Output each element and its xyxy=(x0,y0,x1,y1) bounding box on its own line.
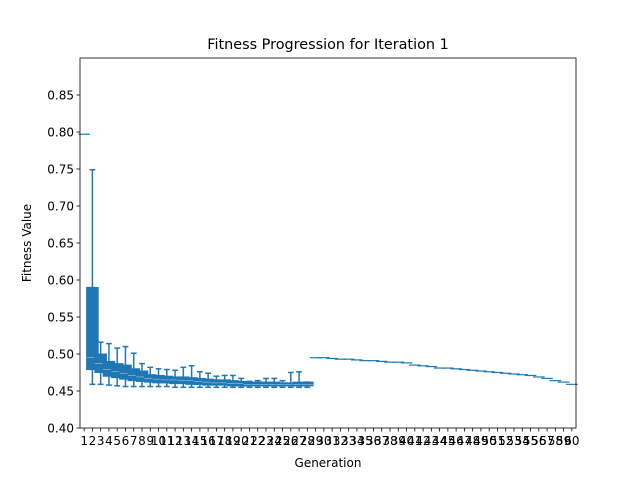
x-tick-label: 41 xyxy=(407,434,422,448)
x-tick-label: 43 xyxy=(424,434,439,448)
y-tick-label: 0.65 xyxy=(47,237,74,251)
x-tick-label: 28 xyxy=(300,434,315,448)
x-tick-label: 38 xyxy=(382,434,397,448)
x-tick-label: 57 xyxy=(539,434,554,448)
x-tick-label: 60 xyxy=(564,434,579,448)
x-tick-label: 59 xyxy=(556,434,571,448)
x-tick-label: 1 xyxy=(80,434,88,448)
x-tick-label: 47 xyxy=(457,434,472,448)
chart-title: Fitness Progression for Iteration 1 xyxy=(207,37,448,53)
x-tick-label: 14 xyxy=(184,434,199,448)
x-tick-label: 44 xyxy=(432,434,447,448)
x-tick-label: 30 xyxy=(316,434,331,448)
x-tick-label: 23 xyxy=(258,434,273,448)
x-tick-label: 4 xyxy=(105,434,113,448)
x-tick-label: 21 xyxy=(242,434,257,448)
x-tick-label: 31 xyxy=(324,434,339,448)
y-tick-label: 0.60 xyxy=(47,274,74,288)
box-series xyxy=(78,133,578,389)
x-tick-label: 16 xyxy=(200,434,215,448)
x-tick-label: 48 xyxy=(465,434,480,448)
x-tick-label: 34 xyxy=(349,434,364,448)
x-tick-label: 50 xyxy=(482,434,497,448)
plot-area xyxy=(80,58,576,428)
x-tick-label: 56 xyxy=(531,434,546,448)
x-tick-label: 5 xyxy=(113,434,121,448)
iqr-box xyxy=(301,381,314,387)
box-generation-5 xyxy=(110,347,124,387)
x-tick-label: 55 xyxy=(523,434,538,448)
x-tick-label: 19 xyxy=(225,434,240,448)
x-tick-label: 2 xyxy=(89,434,97,448)
x-tick-label: 58 xyxy=(548,434,563,448)
x-tick-label: 20 xyxy=(234,434,249,448)
plot-frame xyxy=(79,57,577,429)
y-tick-label: 0.80 xyxy=(47,126,74,140)
box-generation-11 xyxy=(160,368,174,388)
x-tick-label: 35 xyxy=(358,434,373,448)
box-generation-28 xyxy=(301,381,314,389)
x-tick-label: 13 xyxy=(176,434,191,448)
box-generation-10 xyxy=(152,368,165,388)
y-tick-label: 0.55 xyxy=(47,311,74,325)
x-tick-label: 29 xyxy=(308,434,323,448)
x-tick-label: 10 xyxy=(151,434,166,448)
x-tick-label: 33 xyxy=(341,434,356,448)
x-tick-label: 15 xyxy=(192,434,207,448)
y-tick-label: 0.85 xyxy=(47,89,74,103)
y-tick-label: 0.70 xyxy=(47,200,74,214)
y-tick-label: 0.50 xyxy=(47,348,74,362)
iqr-box xyxy=(86,286,99,371)
box-generation-25 xyxy=(276,379,289,389)
box-generation-2 xyxy=(86,168,99,386)
x-tick-label: 51 xyxy=(490,434,505,448)
x-tick-label: 25 xyxy=(275,434,290,448)
x-tick-label: 37 xyxy=(374,434,389,448)
box-generation-3 xyxy=(94,341,107,386)
x-tick-label: 32 xyxy=(333,434,348,448)
y-axis-label: Fitness Value xyxy=(20,204,34,282)
x-tick-label: 45 xyxy=(440,434,455,448)
x-tick-label: 7 xyxy=(130,434,138,448)
y-axis: 0.40 0.45 0.50 0.55 0.60 0.65 0.70 0.75 0.80 0.85 xyxy=(47,89,80,436)
x-tick-label: 26 xyxy=(283,434,298,448)
x-tick-label: 3 xyxy=(97,434,105,448)
box-generation-19 xyxy=(226,374,240,389)
x-tick-label: 11 xyxy=(159,434,174,448)
x-tick-label: 54 xyxy=(515,434,530,448)
x-tick-label: 12 xyxy=(167,434,182,448)
x-axis-label: Generation xyxy=(295,456,362,470)
x-tick-label: 17 xyxy=(209,434,224,448)
x-tick-label: 49 xyxy=(473,434,488,448)
box-generation-22 xyxy=(251,379,265,389)
y-tick-label: 0.75 xyxy=(47,163,74,177)
x-tick-label: 52 xyxy=(498,434,513,448)
x-tick-label: 8 xyxy=(138,434,146,448)
x-tick-label: 24 xyxy=(267,434,282,448)
box-generation-9 xyxy=(143,366,157,388)
x-tick-label: 42 xyxy=(415,434,430,448)
box-generation-4 xyxy=(102,342,116,386)
y-tick-label: 0.45 xyxy=(47,385,74,399)
x-tick-label: 39 xyxy=(391,434,406,448)
x-tick-label: 6 xyxy=(122,434,130,448)
x-tick-label: 40 xyxy=(399,434,414,448)
x-tick-label: 46 xyxy=(448,434,463,448)
x-tick-label: 36 xyxy=(366,434,381,448)
box-generation-8 xyxy=(135,362,149,388)
x-tick-label: 53 xyxy=(506,434,521,448)
x-tick-label: 9 xyxy=(146,434,154,448)
x-axis: 1 2 3 4 5 6 7 8 91011121314151617181920212223242… xyxy=(80,428,580,448)
box-generation-24 xyxy=(267,377,281,389)
x-tick-label: 18 xyxy=(217,434,232,448)
x-tick-label: 22 xyxy=(250,434,265,448)
y-tick-label: 0.40 xyxy=(47,422,74,436)
x-tick-label: 27 xyxy=(291,434,306,448)
